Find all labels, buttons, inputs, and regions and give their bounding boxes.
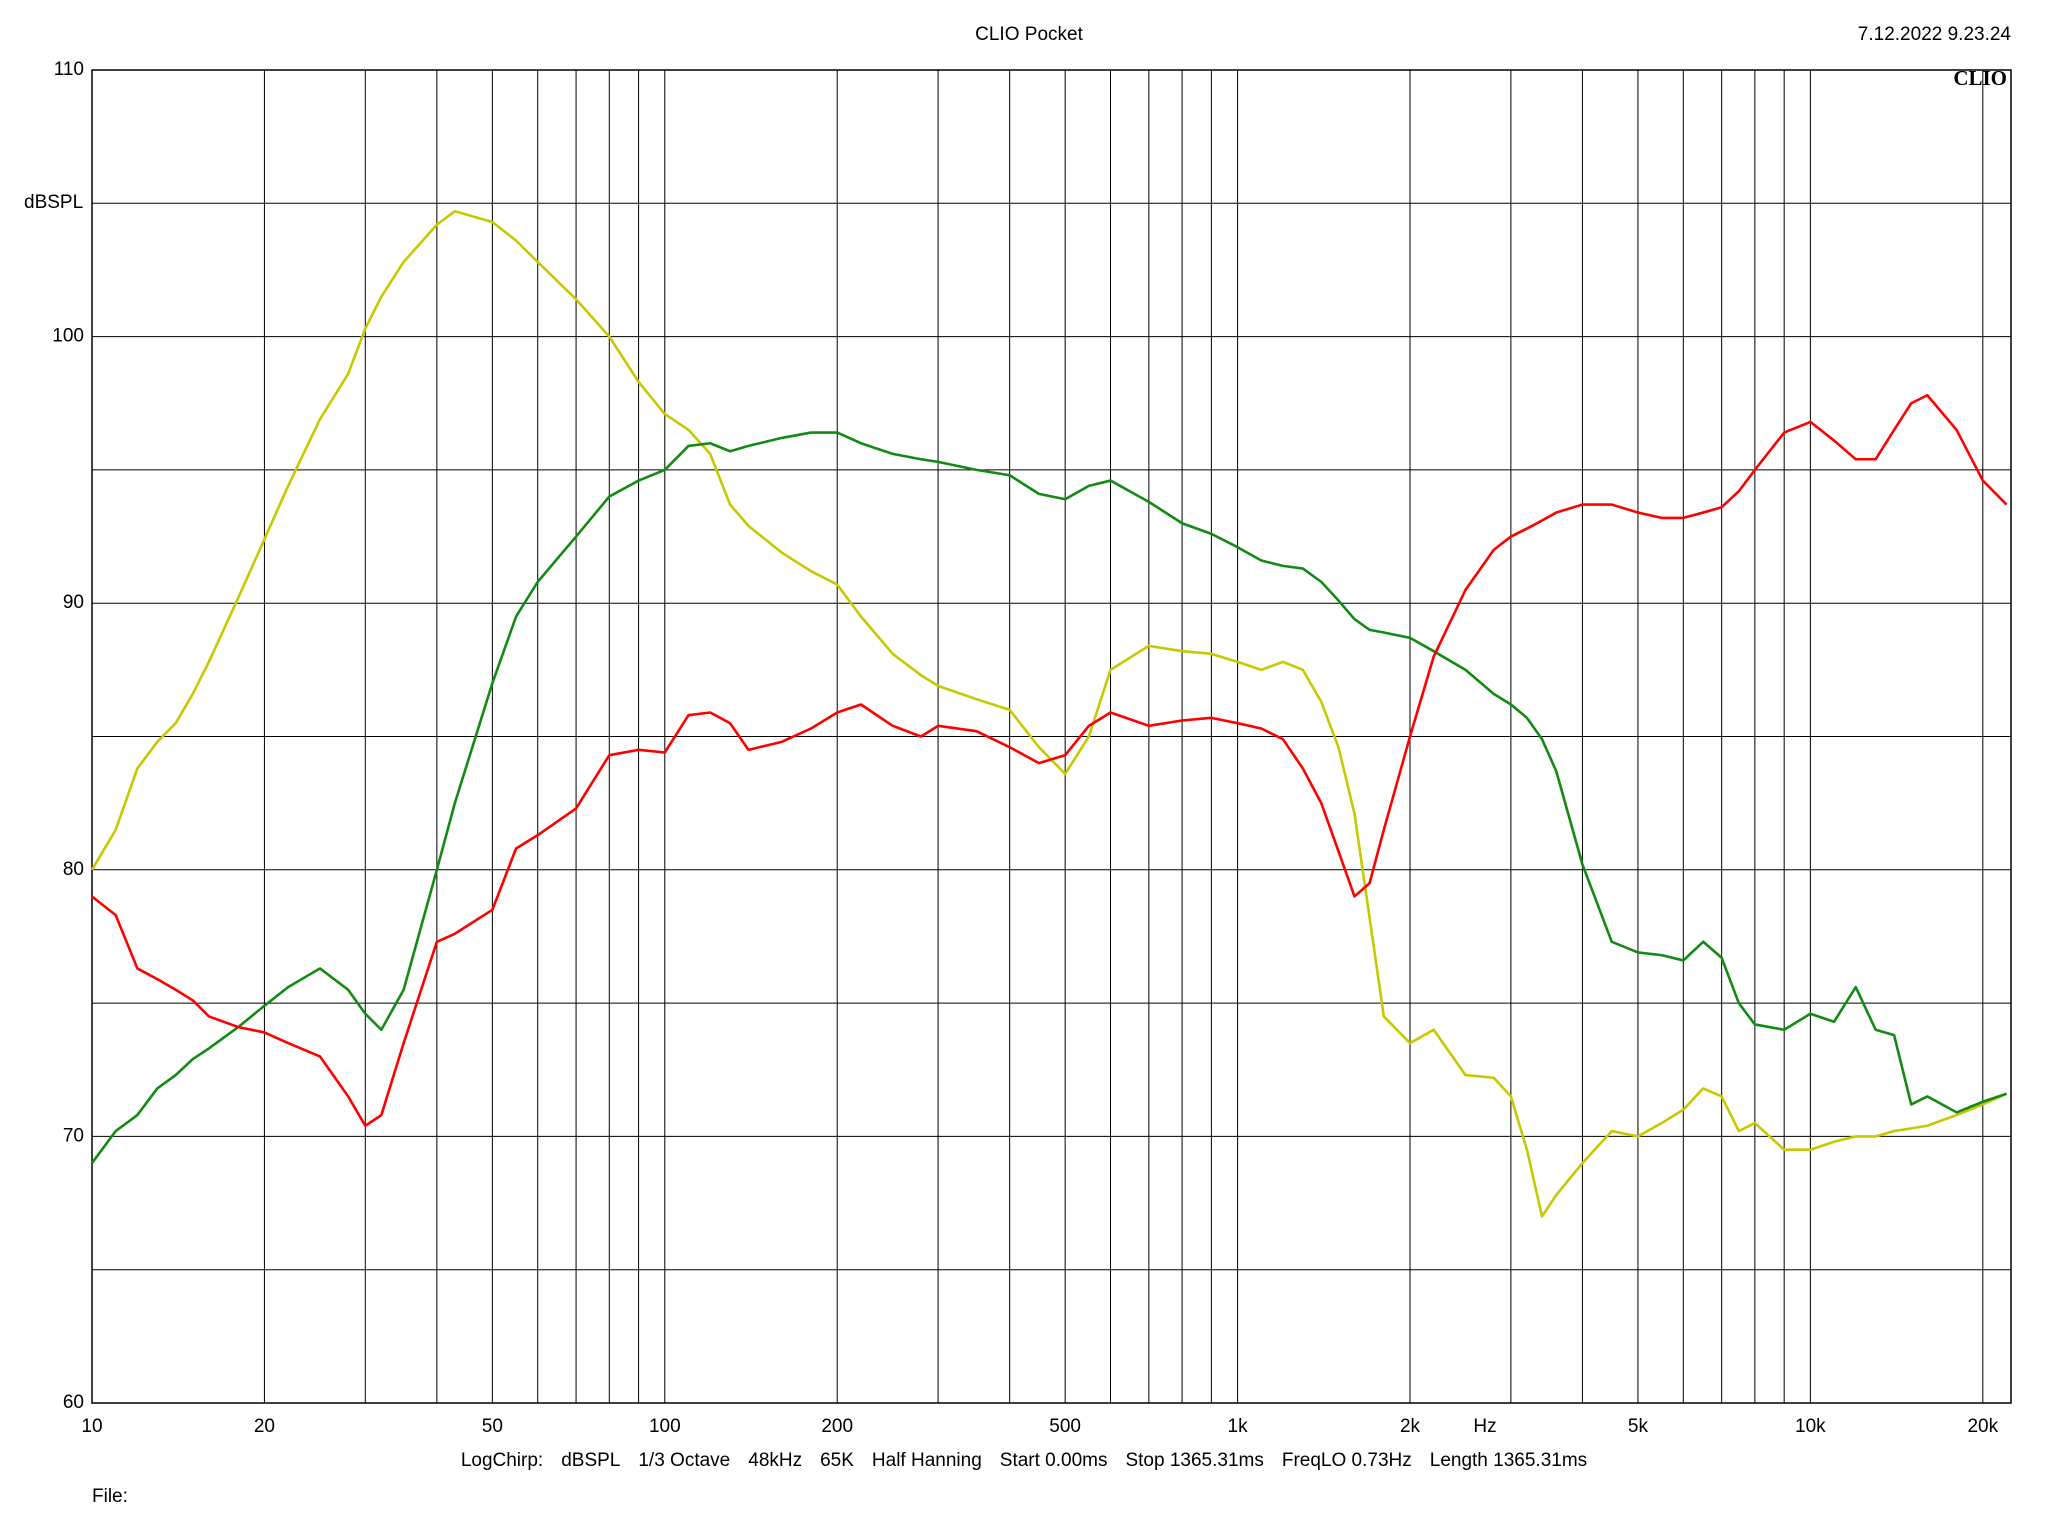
series-line	[91, 393, 2008, 1128]
footer-item: Length 1365.31ms	[1429, 1450, 1588, 1471]
logo: CLIO	[1953, 66, 2007, 90]
y-tick-label: 100	[52, 326, 84, 347]
x-tick-label: 50	[482, 1416, 503, 1437]
x-tick-label: 1k	[1228, 1416, 1249, 1437]
footer: LogChirp: dBSPL 1/3 Octave 48kHz 65K Half Han…	[0, 1450, 2048, 1472]
footer-item: Start 0.00ms	[999, 1450, 1108, 1471]
x-tick-label: 20	[254, 1416, 275, 1437]
plot-frame	[91, 69, 2012, 1404]
x-tick-label: 5k	[1628, 1416, 1649, 1437]
series-line	[90, 210, 2008, 1218]
x-tick-label: 200	[821, 1416, 853, 1437]
x-tick-label: 20k	[1967, 1416, 1998, 1437]
series-line	[90, 431, 2007, 1164]
x-unit: Hz	[1473, 1416, 1496, 1437]
x-tick-label: 10k	[1795, 1416, 1826, 1437]
x-tick-label: 10	[81, 1416, 102, 1437]
file-label: File:	[92, 1486, 128, 1507]
x-tick-label: 500	[1049, 1416, 1081, 1437]
footer-item: 1/3 Octave	[638, 1450, 731, 1471]
footer-item: FreqLO 0.73Hz	[1281, 1450, 1412, 1471]
y-tick-label: 110	[54, 59, 84, 80]
footer-item: 65K	[820, 1450, 854, 1471]
chart-title: CLIO Pocket	[975, 24, 1083, 45]
y-tick-label: 70	[63, 1125, 84, 1146]
footer-item: 48kHz	[748, 1450, 803, 1471]
footer-item: Half Hanning	[871, 1450, 982, 1471]
y-tick-label: 90	[63, 592, 84, 613]
y-unit: dBSPL	[24, 192, 83, 213]
timestamp: 7.12.2022 9.23.24	[1858, 24, 2012, 45]
footer-item: dBSPL	[561, 1450, 621, 1471]
x-tick-label: 2k	[1400, 1416, 1421, 1437]
y-tick-label: 80	[63, 859, 84, 880]
footer-item: LogChirp:	[460, 1450, 544, 1471]
x-tick-label: 100	[649, 1416, 681, 1437]
footer-item: Stop 1365.31ms	[1125, 1450, 1264, 1471]
y-tick-label: 60	[63, 1392, 84, 1413]
